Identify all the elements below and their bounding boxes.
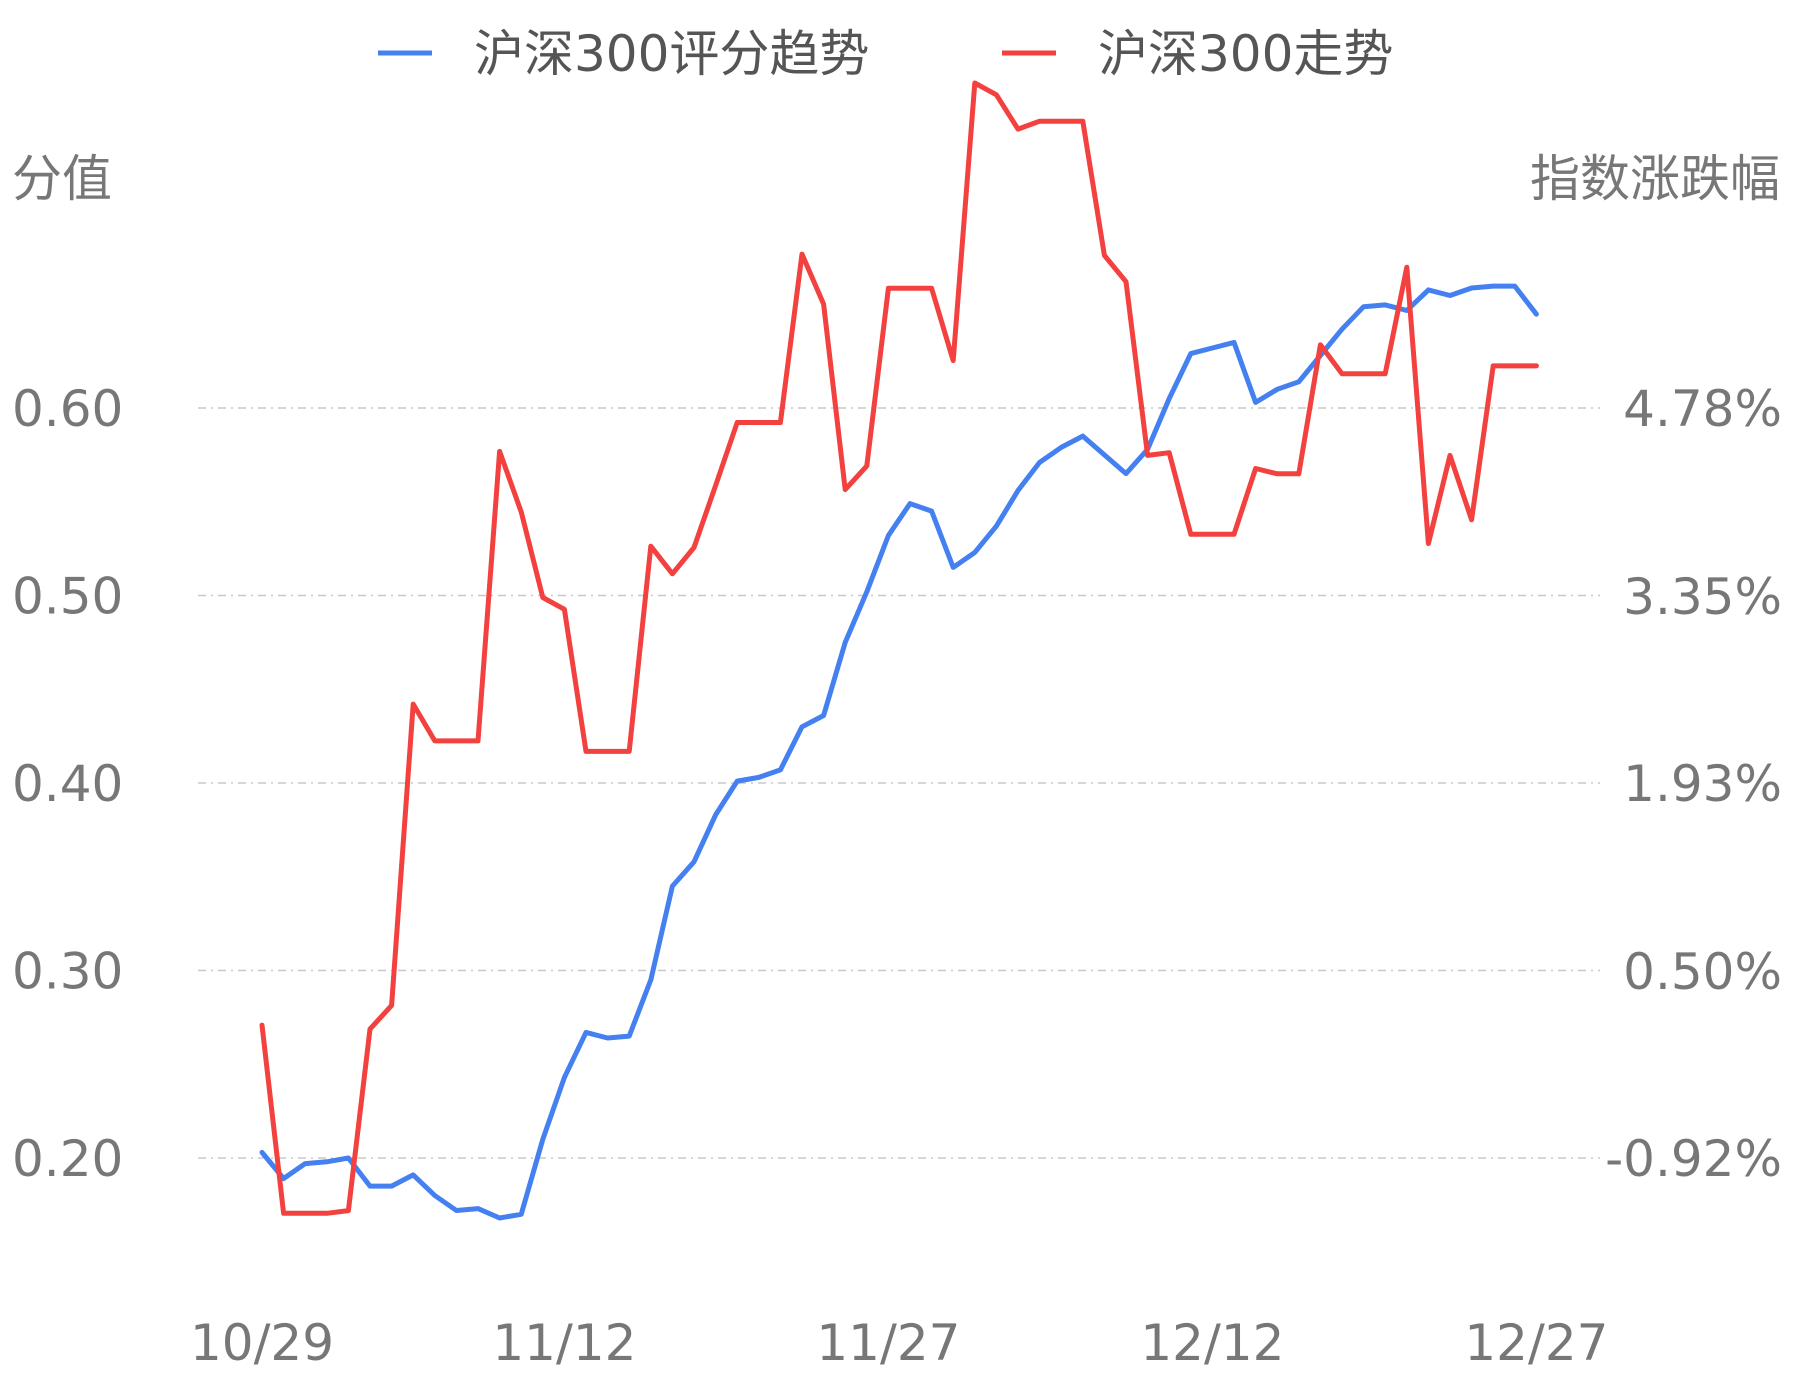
- right-axis-title: 指数涨跌幅: [1530, 150, 1780, 208]
- left-tick-label: 0.40: [12, 755, 123, 813]
- x-tick-label: 10/29: [190, 1314, 334, 1372]
- right-tick-label: 3.35%: [1623, 568, 1782, 626]
- left-tick-label: 0.20: [12, 1130, 123, 1188]
- left-axis-title: 分值: [12, 150, 112, 208]
- legend-label-index: 沪深300走势: [1098, 25, 1393, 83]
- x-tick-label: 11/12: [492, 1314, 636, 1372]
- right-axis-ticks: 4.78% 3.35% 1.93% 0.50% -0.92%: [1605, 380, 1782, 1188]
- right-tick-label: 0.50%: [1623, 943, 1782, 1001]
- series-layer: [259, 80, 1539, 1221]
- x-axis-ticks: 10/29 11/12 11/27 12/12 12/27: [190, 1314, 1608, 1372]
- series-line-score: [259, 283, 1539, 1221]
- gridlines: [198, 407, 1600, 1159]
- right-tick-label: 4.78%: [1623, 380, 1782, 438]
- x-tick-label: 12/27: [1464, 1314, 1608, 1372]
- left-tick-label: 0.50: [12, 568, 123, 626]
- legend-item-index[interactable]: 沪深300走势: [1002, 25, 1393, 83]
- series-line-index: [259, 80, 1539, 1216]
- left-tick-label: 0.60: [12, 380, 123, 438]
- right-tick-label: -0.92%: [1605, 1130, 1782, 1188]
- legend-item-score[interactable]: 沪深300评分趋势: [378, 25, 869, 83]
- left-axis-ticks: 0.60 0.50 0.40 0.30 0.20: [12, 380, 123, 1188]
- x-tick-label: 11/27: [816, 1314, 960, 1372]
- right-tick-label: 1.93%: [1623, 755, 1782, 813]
- x-tick-label: 12/12: [1140, 1314, 1284, 1372]
- legend-label-score: 沪深300评分趋势: [474, 25, 869, 83]
- left-tick-label: 0.30: [12, 943, 123, 1001]
- legend: 沪深300评分趋势 沪深300走势: [378, 25, 1393, 83]
